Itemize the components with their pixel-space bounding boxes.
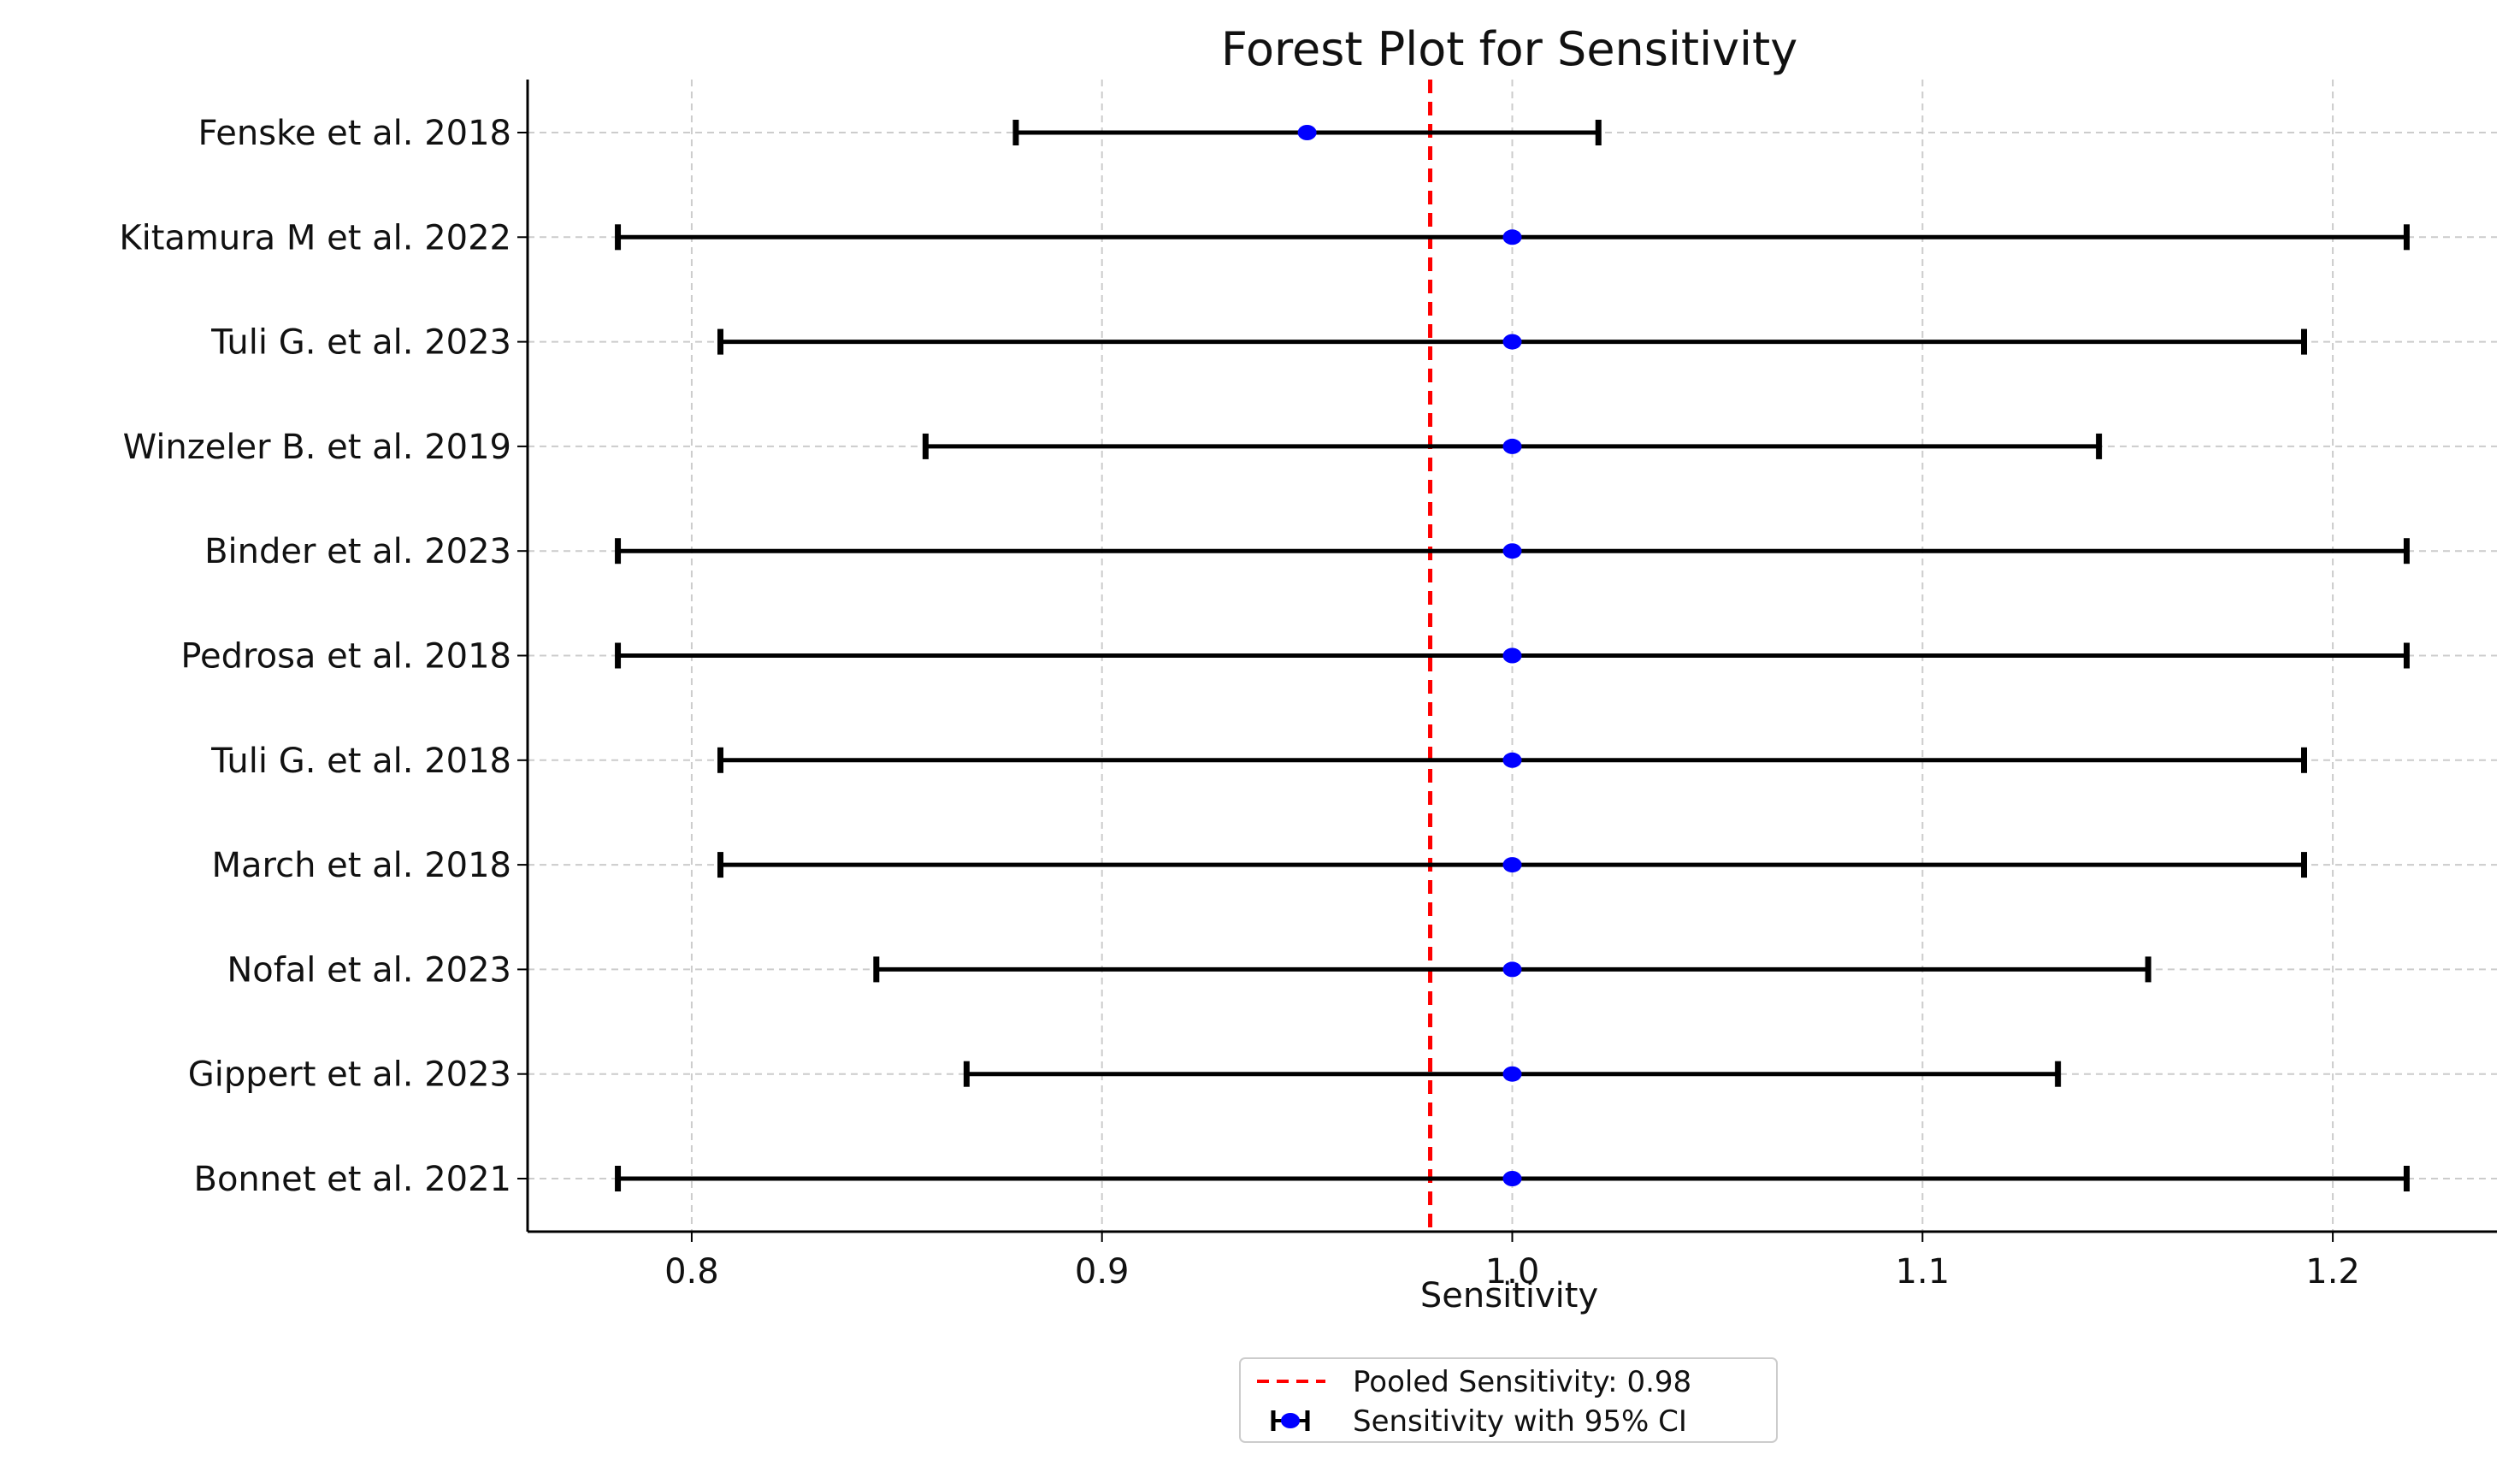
study-label: Binder et al. 2023 xyxy=(204,532,511,571)
study-label: Pedrosa et al. 2018 xyxy=(180,637,511,677)
study-label: Gippert et al. 2023 xyxy=(188,1055,511,1095)
point-estimate xyxy=(1297,125,1317,140)
point-estimate xyxy=(1502,857,1522,873)
legend: Pooled Sensitivity: 0.98 Sensitivity wit… xyxy=(1239,1357,1778,1443)
legend-ci-label: Sensitivity with 95% CI xyxy=(1353,1404,1687,1439)
point-estimate xyxy=(1502,961,1522,978)
axis-layer xyxy=(517,80,2497,1242)
point-estimate xyxy=(1502,1066,1522,1082)
legend-pooled-label: Pooled Sensitivity: 0.98 xyxy=(1353,1365,1691,1399)
study-label: Bonnet et al. 2021 xyxy=(194,1160,511,1199)
study-label-layer: Fenske et al. 2018 Kitamura M et al. 2022… xyxy=(119,114,511,1199)
legend-box xyxy=(1239,1357,1778,1443)
point-estimate xyxy=(1502,438,1522,454)
study-label: Winzeler B. et al. 2019 xyxy=(123,428,511,467)
study-label: Nofal et al. 2023 xyxy=(227,950,511,990)
point-estimate xyxy=(1502,1171,1522,1186)
legend-point-swatch xyxy=(1281,1413,1300,1428)
x-tick-label: 1.1 xyxy=(1895,1252,1950,1292)
chart-title: Forest Plot for Sensitivity xyxy=(1221,22,1797,76)
study-label: Kitamura M et al. 2022 xyxy=(119,218,511,257)
study-label: Fenske et al. 2018 xyxy=(198,114,511,153)
point-estimate xyxy=(1502,647,1522,664)
x-tick-label: 1.0 xyxy=(1485,1252,1540,1292)
study-label: Tuli G. et al. 2018 xyxy=(210,742,511,781)
point-estimate xyxy=(1502,229,1522,245)
point-estimate xyxy=(1502,543,1522,559)
study-label: Tuli G. et al. 2023 xyxy=(210,323,511,363)
point-estimate xyxy=(1502,752,1522,768)
confidence-interval-layer xyxy=(615,120,2410,1191)
x-tick-label-layer: 0.8 0.9 1.0 1.1 1.2 xyxy=(664,1252,2360,1292)
point-estimate xyxy=(1502,334,1522,350)
x-tick-label: 0.9 xyxy=(1075,1252,1130,1292)
x-axis-label: Sensitivity xyxy=(1420,1276,1598,1315)
study-label: March et al. 2018 xyxy=(211,846,511,885)
x-tick-label: 1.2 xyxy=(2305,1252,2360,1292)
x-tick-label: 0.8 xyxy=(664,1252,719,1292)
